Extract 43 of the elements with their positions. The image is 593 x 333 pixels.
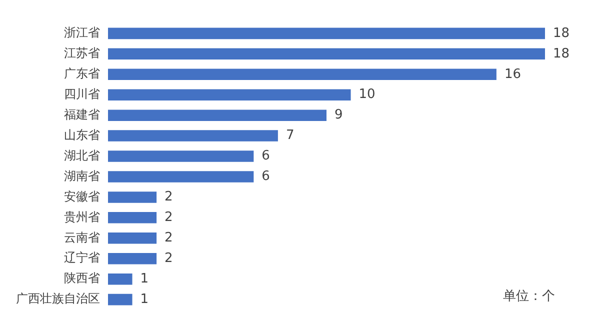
data-label: 1 [140, 271, 149, 286]
bar [108, 48, 545, 60]
bar [108, 150, 254, 162]
data-label: 18 [553, 46, 570, 62]
bar [108, 294, 132, 306]
y-tick-label: 江苏省 [64, 46, 100, 60]
data-label: 2 [164, 230, 173, 246]
y-tick-label: 四川省 [64, 86, 100, 101]
y-tick-label: 广西壮族自治区 [16, 292, 100, 306]
bar [108, 110, 326, 121]
data-label: 6 [262, 169, 270, 184]
y-tick-label: 安徽省 [64, 189, 100, 204]
data-label: 9 [334, 108, 343, 123]
data-label: 2 [164, 210, 173, 226]
y-tick-label: 广东省 [64, 66, 100, 81]
y-tick-label: 浙江省 [64, 26, 100, 40]
data-label: 1 [140, 292, 149, 307]
data-label: 2 [164, 190, 173, 205]
bar [108, 89, 351, 100]
bar [108, 232, 157, 244]
bar [108, 171, 254, 182]
data-label: 7 [286, 128, 294, 144]
data-label: 10 [358, 87, 376, 102]
bar [108, 68, 496, 80]
y-tick-label: 陕西省 [64, 271, 100, 286]
data-label: 16 [504, 66, 521, 82]
y-tick-label: 贵州省 [64, 210, 100, 224]
bar [108, 252, 157, 264]
bar [108, 273, 132, 285]
bar [108, 212, 157, 224]
data-label: 2 [164, 250, 173, 266]
bar [108, 192, 157, 203]
y-tick-label: 福建省 [64, 107, 100, 122]
y-tick-label: 云南省 [64, 230, 100, 244]
data-label: 18 [553, 26, 570, 41]
data-label: 6 [262, 148, 270, 164]
y-tick-label: 辽宁省 [64, 250, 100, 265]
bar [108, 28, 545, 40]
y-tick-label: 湖北省 [64, 148, 100, 162]
annotation: 单位：个 [503, 288, 555, 304]
y-tick-label: 山东省 [64, 128, 100, 142]
y-tick-label: 湖南省 [64, 168, 100, 183]
bar [108, 130, 278, 142]
